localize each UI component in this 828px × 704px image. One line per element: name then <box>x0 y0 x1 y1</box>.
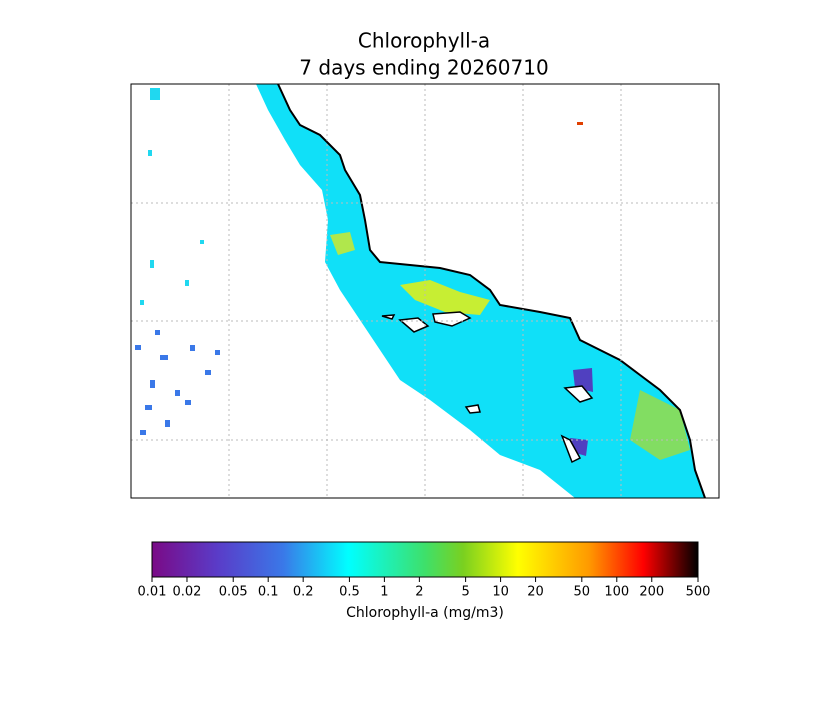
land-pixel <box>577 122 583 125</box>
offshore-pixels <box>135 330 220 435</box>
colorbar-tick-label: 50 <box>574 585 591 600</box>
colorbar-tick-label: 1 <box>380 585 388 600</box>
colorbar-tick-label: 200 <box>639 585 664 600</box>
chlorophyll-patch <box>630 390 690 460</box>
map-title: Chlorophyll-a <box>358 29 490 53</box>
colorbar-tick-label: 0.05 <box>219 585 248 600</box>
colorbar-tick-label: 10 <box>492 585 509 600</box>
colorbar-tick-label: 100 <box>604 585 629 600</box>
colorbar-tick-label: 20 <box>527 585 544 600</box>
chlorophyll-patch <box>330 232 355 255</box>
colorbar-tick-label: 0.01 <box>138 585 167 600</box>
colorbar-tick-label: 500 <box>686 585 711 600</box>
map-area <box>131 84 719 498</box>
islands <box>381 311 594 464</box>
colorbar-tick-label: 5 <box>461 585 469 600</box>
map-subtitle: 7 days ending 20260710 <box>299 56 548 80</box>
colorbar-tick-label: 0.5 <box>339 585 360 600</box>
colorbar <box>151 541 699 578</box>
colorbar-tick-label: 0.2 <box>293 585 314 600</box>
offshore-pixels <box>140 88 204 305</box>
colorbar-label: Chlorophyll-a (mg/m3) <box>346 605 504 621</box>
colorbar-tick-label: 0.02 <box>173 585 202 600</box>
colorbar-tick-label: 0.1 <box>258 585 279 600</box>
grid <box>131 84 719 498</box>
chlorophyll-field <box>256 84 705 498</box>
colorbar-tick-label: 2 <box>415 585 423 600</box>
chlorophyll-patch <box>400 280 490 315</box>
coastline <box>277 84 706 498</box>
map-frame <box>130 83 720 499</box>
